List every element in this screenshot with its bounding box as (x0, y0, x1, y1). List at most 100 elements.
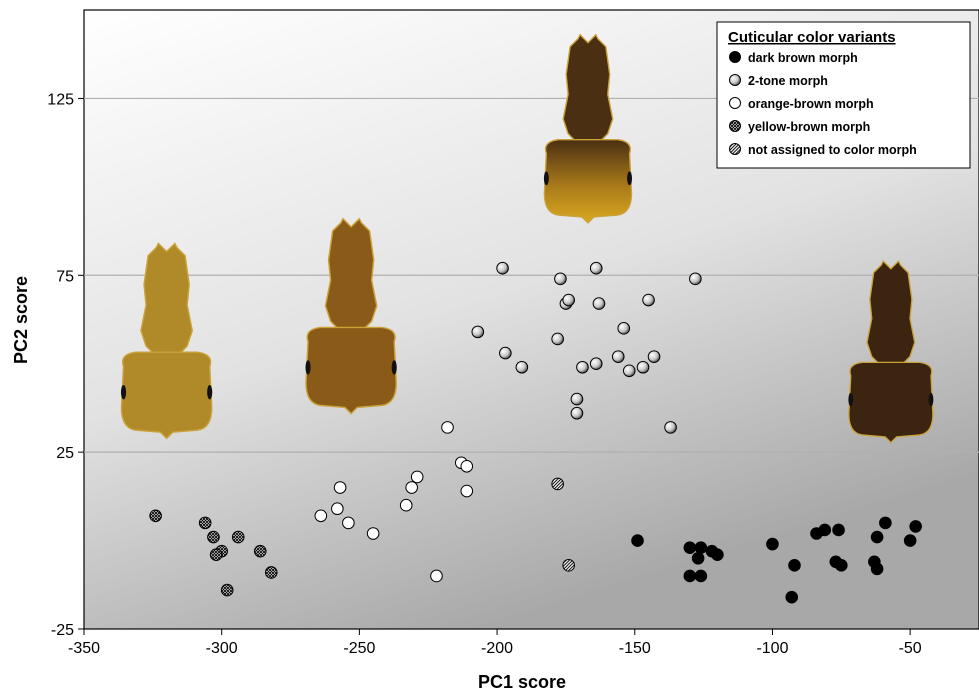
data-point (342, 516, 355, 530)
data-point (664, 421, 677, 434)
data-point (331, 502, 344, 516)
data-point (515, 360, 529, 374)
data-point (460, 484, 474, 498)
data-point (592, 297, 606, 310)
data-point (207, 530, 220, 544)
data-point (264, 566, 278, 579)
data-point (636, 360, 650, 374)
data-point (499, 346, 512, 360)
series-1 (471, 261, 702, 434)
data-point (460, 459, 474, 473)
y-tick-label: 75 (56, 268, 74, 285)
data-point (589, 357, 603, 371)
x-axis-title: PC1 score (478, 672, 566, 692)
data-point (909, 520, 922, 533)
data-point (622, 364, 636, 378)
x-tick-label: -350 (68, 640, 100, 657)
data-point (691, 551, 705, 565)
data-point (551, 477, 564, 491)
data-point (683, 569, 697, 583)
data-point (333, 481, 347, 494)
data-point (694, 541, 708, 554)
data-point (611, 350, 625, 363)
series-3 (149, 509, 278, 597)
data-point (149, 509, 162, 523)
y-tick-label: 25 (56, 445, 74, 462)
data-point (562, 559, 575, 572)
data-point (576, 360, 589, 374)
data-point (785, 590, 799, 604)
x-tick-label: -250 (343, 640, 375, 657)
x-tick-label: -100 (756, 640, 788, 657)
legend-label: yellow-brown morph (748, 120, 870, 134)
data-point (683, 541, 697, 554)
legend-label: 2-tone morph (748, 74, 828, 88)
x-tick-label: -200 (481, 640, 513, 657)
dark-brown-ant-icon (848, 260, 934, 444)
legend-title: Cuticular color variants (728, 29, 896, 46)
data-point (430, 569, 443, 583)
orange-brown-ant-icon (305, 217, 397, 415)
data-point (903, 534, 917, 547)
yellow-brown-ant-icon (120, 242, 213, 440)
data-point (711, 548, 724, 562)
data-point (209, 548, 223, 562)
y-tick-label: -25 (51, 622, 74, 639)
data-point (689, 272, 702, 286)
data-points (149, 261, 922, 604)
data-point (570, 392, 584, 406)
data-point (589, 261, 603, 275)
x-tick-label: -300 (206, 640, 238, 657)
legend-marker (729, 97, 741, 109)
data-point (551, 332, 564, 346)
data-point (554, 272, 567, 286)
data-point (631, 534, 644, 547)
data-point (642, 293, 655, 307)
data-point (694, 569, 708, 583)
data-point (366, 527, 380, 540)
data-point (870, 562, 884, 576)
data-point (647, 350, 661, 363)
data-point (879, 516, 892, 530)
legend-label: dark brown morph (748, 51, 858, 65)
x-tick-label: -50 (899, 640, 922, 657)
data-point (231, 530, 245, 544)
y-axis-title: PC2 score (11, 276, 31, 364)
data-point (198, 516, 212, 530)
data-point (788, 559, 801, 572)
data-point (496, 261, 509, 275)
two-tone-ant-icon (543, 33, 633, 224)
data-point (617, 322, 631, 335)
axes: -350 -300 -250 -200 -150 -100 -50 -25 25 75 125 (47, 91, 922, 657)
data-point (766, 537, 779, 551)
legend-box (716, 21, 971, 169)
series-2 (314, 421, 474, 583)
data-point (818, 523, 832, 537)
data-point (832, 523, 845, 537)
legend-marker (729, 143, 741, 155)
data-point (870, 530, 884, 544)
data-point (220, 583, 234, 597)
legend-marker (729, 74, 741, 86)
series-4 (551, 477, 575, 572)
legend-label: not assigned to color morph (748, 143, 917, 157)
data-point (471, 325, 485, 339)
legend-label: orange-brown morph (748, 97, 874, 111)
data-point (441, 421, 454, 434)
data-point (253, 544, 267, 558)
data-point (399, 498, 413, 512)
data-point (314, 509, 328, 523)
legend-marker (729, 51, 741, 63)
data-point (405, 481, 419, 494)
x-tick-label: -150 (619, 640, 651, 657)
legend: Cuticular color variants dark brown morp… (716, 21, 971, 169)
data-point (835, 559, 848, 572)
data-point (410, 470, 424, 484)
ant-illustrations (120, 33, 934, 444)
series-0 (631, 516, 922, 604)
y-tick-label: 125 (47, 91, 74, 108)
data-point (570, 406, 584, 420)
data-point (562, 293, 575, 307)
legend-marker (729, 120, 741, 132)
